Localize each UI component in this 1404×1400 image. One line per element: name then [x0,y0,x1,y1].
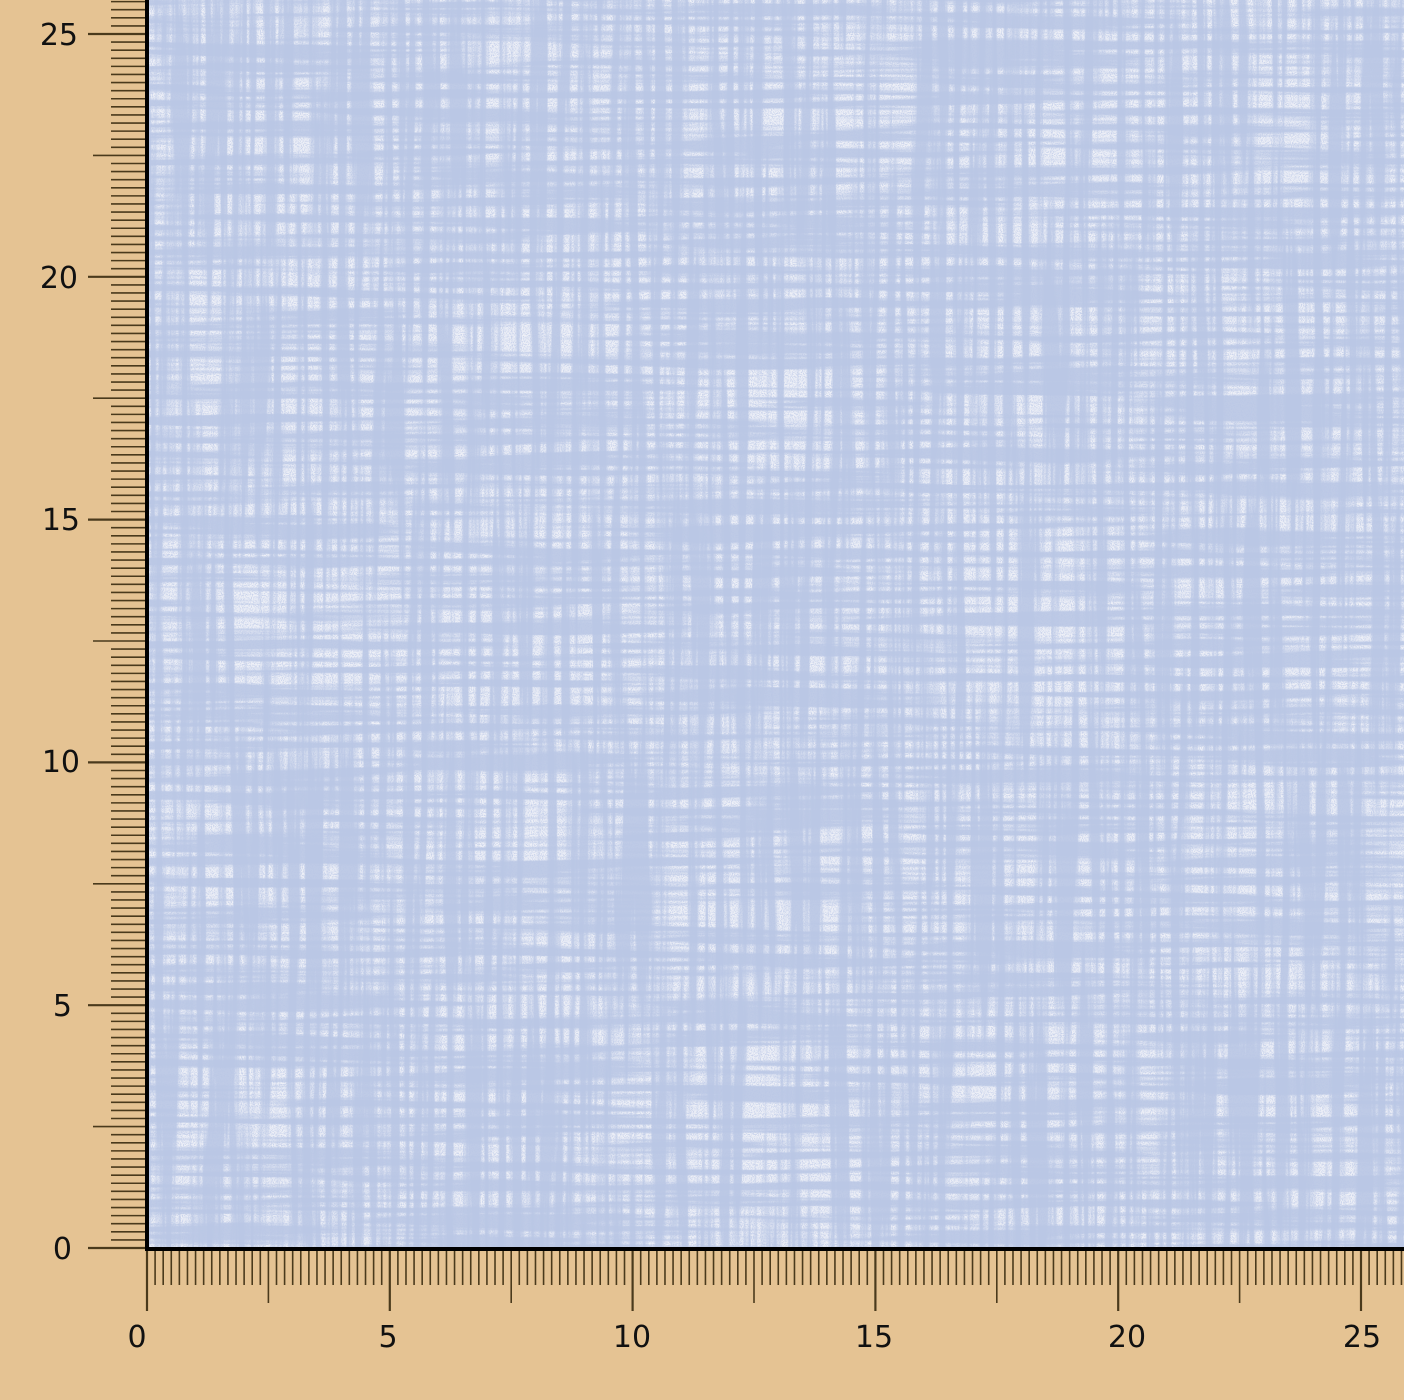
x-tick-label: 0 [127,1320,146,1355]
y-tick-label: 20 [40,261,78,296]
y-tick-label: 5 [53,989,72,1024]
fabric-swatch [147,0,1404,1250]
x-tick-label: 25 [1343,1320,1381,1355]
x-tick-label: 5 [378,1320,397,1355]
y-tick-label: 10 [42,745,80,780]
x-tick-label: 20 [1108,1320,1146,1355]
y-tick-label: 15 [42,503,80,538]
y-ruler-ticks [88,0,145,1250]
y-tick-label: 25 [40,18,78,53]
y-tick-label: 0 [53,1232,72,1267]
x-tick-label: 15 [855,1320,893,1355]
x-ruler-ticks [145,1251,1403,1311]
x-tick-label: 10 [613,1320,651,1355]
